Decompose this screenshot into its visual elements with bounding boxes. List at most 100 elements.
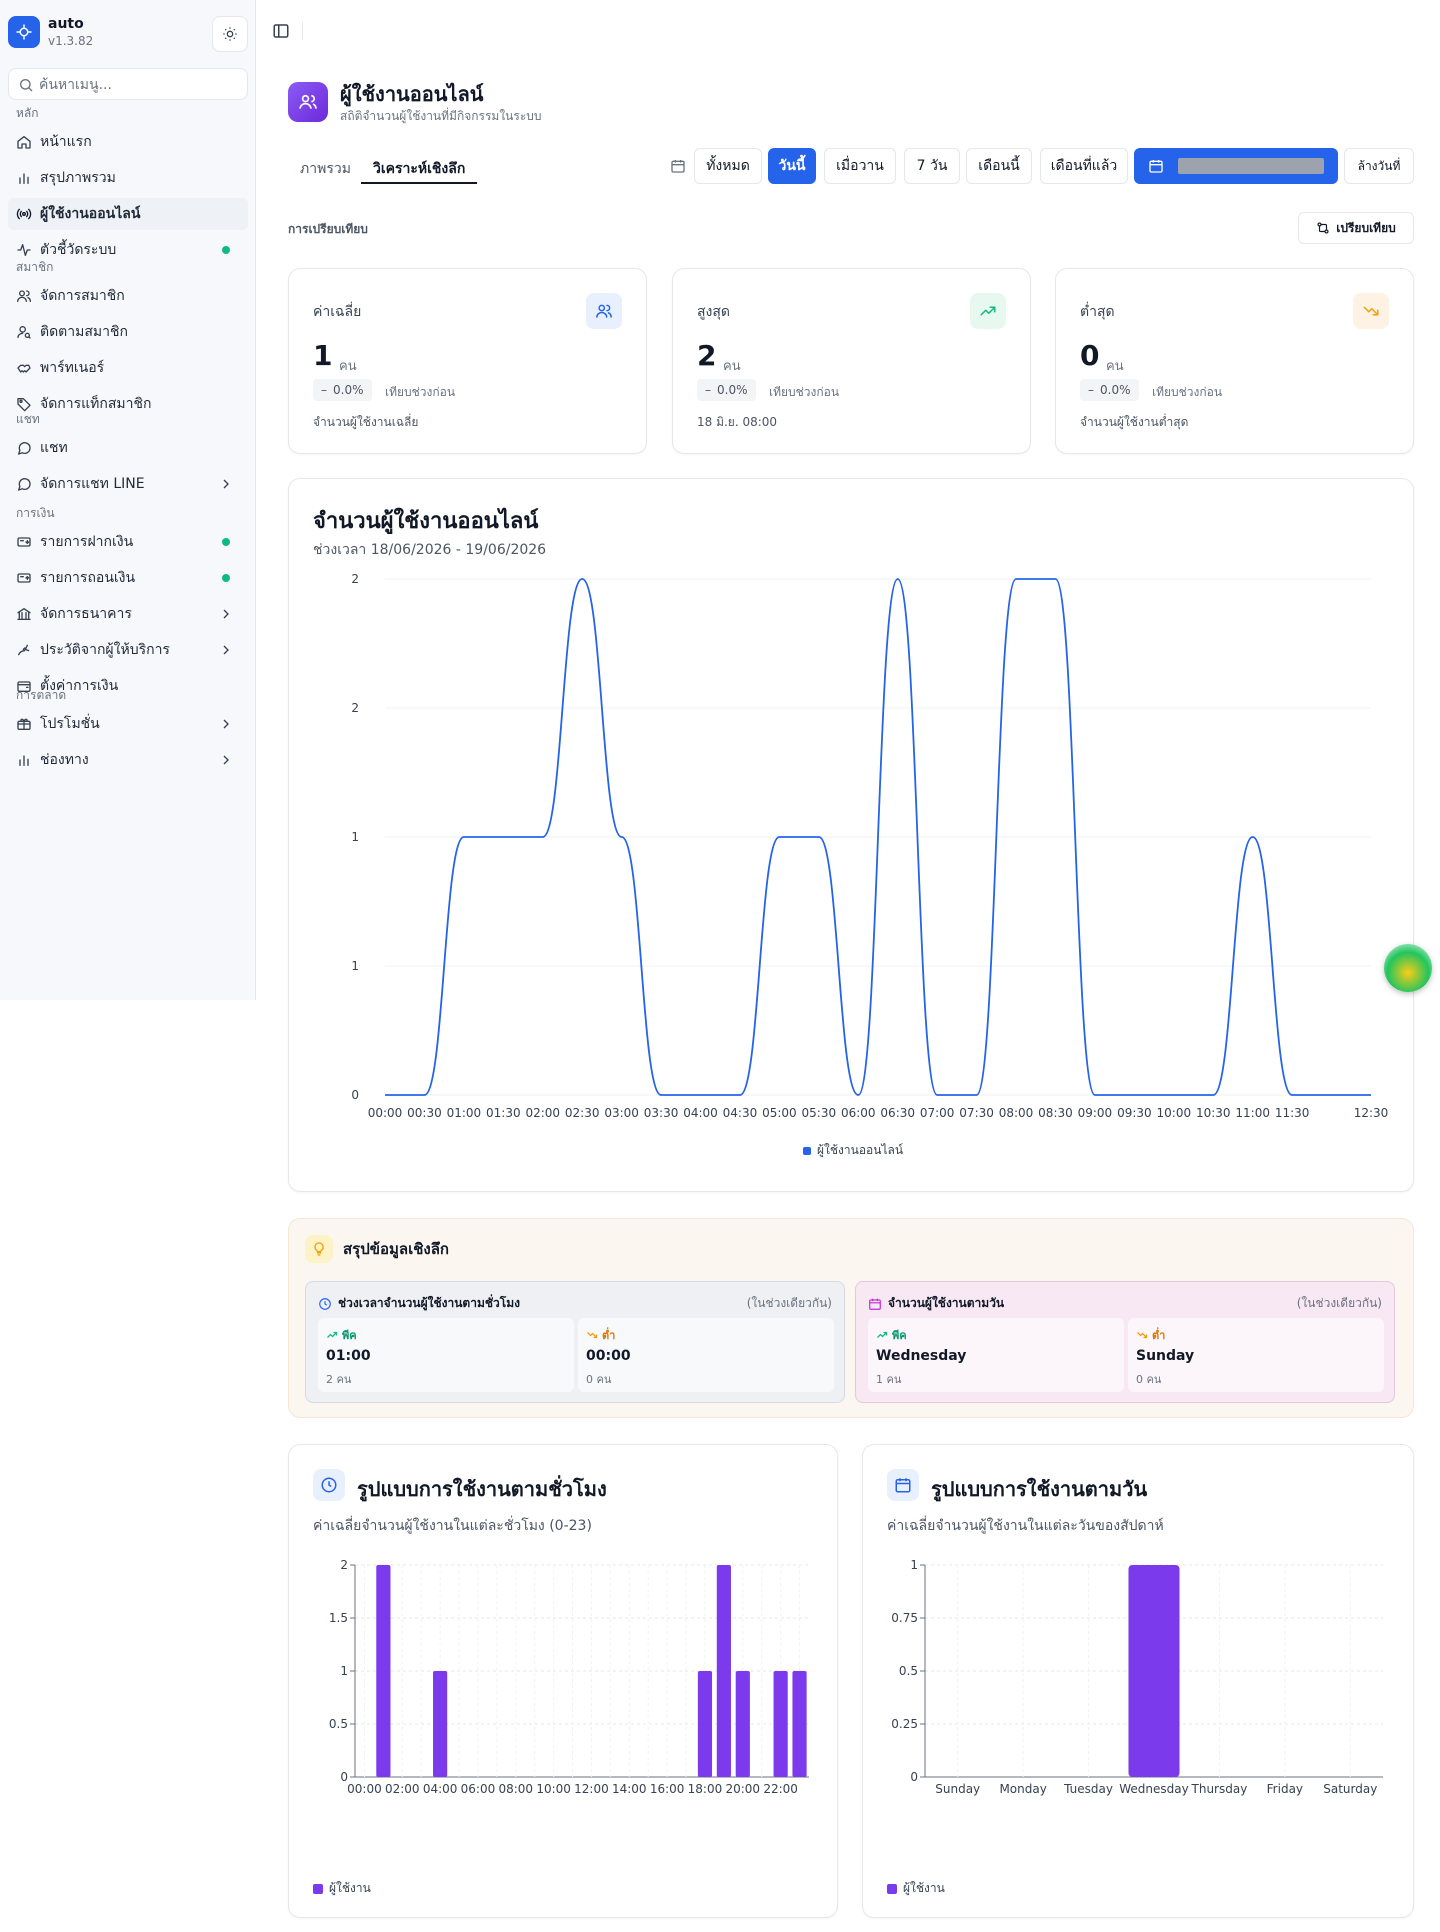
x-tick-label: 08:00 xyxy=(498,1782,533,1796)
x-tick-label: 05:00 xyxy=(762,1106,797,1120)
y-tick-label: 1 xyxy=(351,830,359,844)
sidebar-item-label: รายการฝากเงิน xyxy=(40,534,134,550)
filter-all[interactable]: ทั้งหมด xyxy=(694,148,762,184)
sidebar-toggle-button[interactable] xyxy=(272,22,292,42)
stat-compare-label: เทียบช่วงก่อน xyxy=(385,385,456,399)
y-tick-label: 2 xyxy=(340,1558,348,1572)
sidebar-item[interactable]: ตัวชี้วัดระบบ xyxy=(8,234,248,266)
low-label: ต่ำ xyxy=(1152,1329,1166,1342)
sidebar-item[interactable]: รายการถอนเงิน xyxy=(8,562,248,594)
insight-icon xyxy=(305,1235,333,1263)
clock-icon xyxy=(319,1297,331,1310)
sidebar-item[interactable]: สรุปภาพรวม xyxy=(8,162,248,194)
legend-swatch xyxy=(313,1883,323,1894)
x-tick-label: 07:30 xyxy=(959,1106,994,1120)
radio-icon xyxy=(16,206,32,222)
stat-change-chip: –0.0% xyxy=(697,379,756,401)
x-tick-label: 07:00 xyxy=(920,1106,955,1120)
theme-toggle-button[interactable] xyxy=(212,16,248,52)
series-line-online-users xyxy=(385,578,1371,1096)
sidebar-item[interactable]: จัดการสมาชิก xyxy=(8,280,248,312)
x-tick-label: 10:00 xyxy=(1157,1106,1192,1120)
x-tick-label: 12:30 xyxy=(1354,1106,1389,1120)
daily-peak-value: Wednesday xyxy=(876,1348,967,1364)
chart-subtitle: ช่วงเวลา 18/06/2026 - 19/06/2026 xyxy=(313,542,547,558)
x-tick-label: 02:00 xyxy=(385,1782,420,1796)
date-range-picker[interactable] xyxy=(1134,148,1338,184)
x-tick-label: Wednesday xyxy=(1119,1782,1188,1796)
stat-change-chip: –0.0% xyxy=(313,379,372,401)
bar xyxy=(716,1565,731,1777)
sidebar-item[interactable]: แชท xyxy=(8,432,248,464)
y-tick-label: 1 xyxy=(351,959,359,973)
hourly-low-value: 00:00 xyxy=(586,1348,631,1364)
stat-unit: คน xyxy=(1106,359,1124,374)
minus-icon: – xyxy=(321,383,327,397)
sidebar-item[interactable]: หน้าแรก xyxy=(8,126,248,158)
sidebar-section-label: แชท xyxy=(16,412,40,426)
x-tick-label: 16:00 xyxy=(650,1782,685,1796)
sidebar-item[interactable]: จัดการแชท LINE xyxy=(8,468,248,500)
sidebar-item[interactable]: ช่องทาง xyxy=(8,744,248,776)
filter-today[interactable]: วันนี้ xyxy=(768,148,816,184)
hourly-peak-box: พีค 01:00 2 คน xyxy=(318,1318,574,1392)
tab-deep-analysis[interactable]: วิเคราะห์เชิงลึก xyxy=(361,152,478,184)
sidebar-item-label: ติดตามสมาชิก xyxy=(40,324,128,340)
clock-icon xyxy=(321,1477,337,1493)
filter-7-days[interactable]: 7 วัน xyxy=(904,148,960,184)
sidebar-item-label: โปรโมชั่น xyxy=(40,716,100,732)
sidebar-item[interactable]: จัดการธนาคาร xyxy=(8,598,248,630)
tab-overview[interactable]: ภาพรวม xyxy=(300,161,351,177)
daily-legend: ผู้ใช้งาน xyxy=(887,1879,945,1898)
clear-date-button[interactable]: ล้างวันที่ xyxy=(1344,148,1414,184)
brand: auto v1.3.82 xyxy=(8,12,248,52)
trending-down-icon xyxy=(587,1332,598,1339)
chevron-right-icon xyxy=(223,479,229,489)
stat-change-chip: –0.0% xyxy=(1080,379,1139,401)
stat-change: 0.0% xyxy=(333,383,364,397)
x-tick-label: 04:30 xyxy=(723,1106,758,1120)
y-tick-label: 0.75 xyxy=(891,1611,918,1625)
brand-logo[interactable] xyxy=(8,16,40,48)
floating-assistant-button[interactable] xyxy=(1384,944,1432,992)
status-dot xyxy=(222,574,230,582)
daily-insight-heading: จำนวนผู้ใช้งานตามวัน xyxy=(868,1294,1004,1313)
sidebar-item[interactable]: ประวัติจากผู้ให้บริการ xyxy=(8,634,248,666)
bar xyxy=(376,1565,391,1777)
stat-unit: คน xyxy=(723,359,741,374)
brand-name: auto xyxy=(48,16,84,32)
online-users-line-chart: 0 1 1 2 2 00:00 00:30 01:00 01:30 02:00 02:30 03:00… xyxy=(351,572,1389,1120)
y-tick-label: 0.5 xyxy=(899,1664,918,1678)
sidebar-item[interactable]: ตั้งค่าการเงิน xyxy=(8,670,248,702)
stat-card: ค่าเฉลี่ย 1 คน –0.0% เทียบช่วงก่อน จำนวน… xyxy=(288,268,647,454)
y-tick-label: 1 xyxy=(340,1664,348,1678)
x-tick-label: 14:00 xyxy=(612,1782,647,1796)
x-tick-label: 18:00 xyxy=(688,1782,723,1796)
x-tick-label: 11:00 xyxy=(1235,1106,1270,1120)
filter-last-month[interactable]: เดือนที่แล้ว xyxy=(1040,148,1128,184)
sidebar-item[interactable]: ติดตามสมาชิก xyxy=(8,316,248,348)
sidebar-item-label: แชท xyxy=(40,440,68,456)
sidebar-item-label: ตัวชี้วัดระบบ xyxy=(40,242,117,258)
y-tick-label: 1 xyxy=(910,1558,918,1572)
filter-this-month[interactable]: เดือนนี้ xyxy=(966,148,1032,184)
sidebar-item-label: ช่องทาง xyxy=(40,752,89,768)
sidebar-item[interactable]: ผู้ใช้งานออนไลน์ xyxy=(8,198,248,230)
x-tick-label: 06:00 xyxy=(461,1782,496,1796)
sidebar-item[interactable]: รายการฝากเงิน xyxy=(8,526,248,558)
x-tick-label: 04:00 xyxy=(683,1106,718,1120)
search-input[interactable] xyxy=(39,75,239,95)
sidebar-item[interactable]: พาร์ทเนอร์ xyxy=(8,352,248,384)
sidebar-item[interactable]: โปรโมชั่น xyxy=(8,708,248,740)
x-tick-label: 09:00 xyxy=(1078,1106,1113,1120)
x-tick-label: 00:00 xyxy=(347,1782,382,1796)
brand-version: v1.3.82 xyxy=(48,34,94,48)
deposit-icon xyxy=(16,534,32,550)
x-tick-label: 11:30 xyxy=(1275,1106,1310,1120)
withdraw-icon xyxy=(16,570,32,586)
filter-yesterday[interactable]: เมื่อวาน xyxy=(824,148,896,184)
sidebar-item[interactable]: จัดการแท็กสมาชิก xyxy=(8,388,248,420)
compare-button[interactable]: เปรียบเทียบ xyxy=(1298,212,1414,244)
y-tick-label: 0.25 xyxy=(891,1717,918,1731)
peak-tag: พีค xyxy=(326,1326,357,1344)
